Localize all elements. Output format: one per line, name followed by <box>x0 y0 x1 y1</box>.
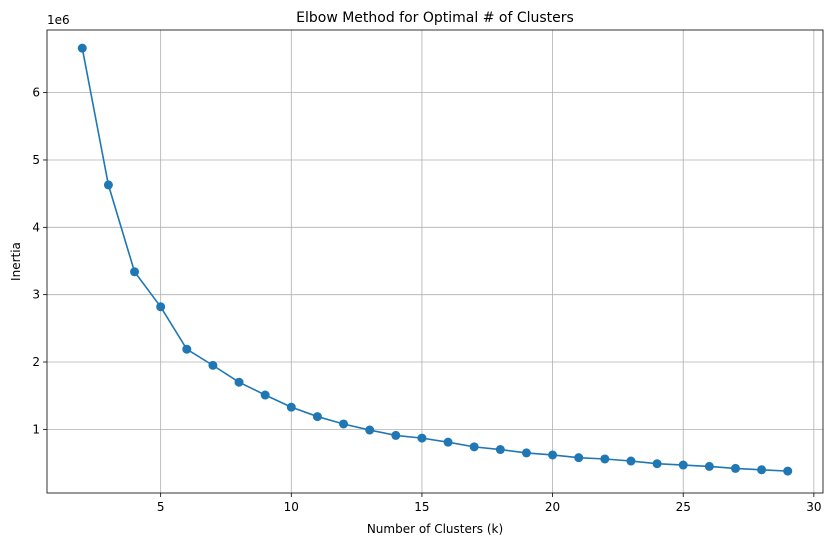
chart-title: Elbow Method for Optimal # of Clusters <box>296 10 574 26</box>
data-point <box>103 180 113 190</box>
y-tick-label: 1 <box>32 422 40 436</box>
data-point <box>600 454 610 464</box>
data-point <box>757 465 767 475</box>
x-axis: 5 10 15 20 25 30 <box>157 493 821 514</box>
data-point <box>130 267 140 277</box>
data-point <box>156 302 166 312</box>
data-point <box>312 412 322 422</box>
data-point <box>365 425 375 435</box>
x-tick-label: 30 <box>806 500 821 514</box>
data-point <box>391 430 401 440</box>
series-line <box>81 48 788 472</box>
data-point <box>286 402 296 412</box>
y-axis: 1 2 3 4 5 6 <box>32 86 47 436</box>
x-tick-label: 5 <box>157 500 165 514</box>
data-point <box>548 450 558 460</box>
data-point <box>678 460 688 470</box>
data-point <box>469 442 479 452</box>
data-point <box>182 344 192 354</box>
y-tick-label: 2 <box>32 355 40 369</box>
data-point <box>260 390 270 400</box>
grid <box>47 30 823 493</box>
y-axis-offset-label: 1e6 <box>47 13 70 27</box>
x-tick-label: 15 <box>414 500 429 514</box>
data-point <box>652 459 662 469</box>
y-tick-label: 4 <box>32 220 40 234</box>
series-inertia <box>77 43 793 476</box>
data-point <box>339 419 349 429</box>
data-point <box>704 461 714 471</box>
data-point <box>574 453 584 463</box>
data-point <box>417 433 427 443</box>
data-point <box>234 377 244 387</box>
x-tick-label: 10 <box>284 500 299 514</box>
data-point <box>521 448 531 458</box>
y-tick-label: 5 <box>32 153 40 167</box>
data-point <box>495 445 505 455</box>
x-tick-label: 25 <box>676 500 691 514</box>
data-point <box>730 463 740 473</box>
y-axis-label: Inertia <box>9 242 23 281</box>
y-tick-label: 3 <box>32 288 40 302</box>
data-point <box>443 437 453 447</box>
data-point <box>208 360 218 370</box>
plot-frame <box>46 29 824 494</box>
x-tick-label: 20 <box>545 500 560 514</box>
data-point <box>77 43 87 53</box>
y-tick-label: 6 <box>32 86 40 100</box>
x-axis-label: Number of Clusters (k) <box>367 522 503 536</box>
data-point <box>626 456 636 466</box>
data-point <box>783 466 793 476</box>
